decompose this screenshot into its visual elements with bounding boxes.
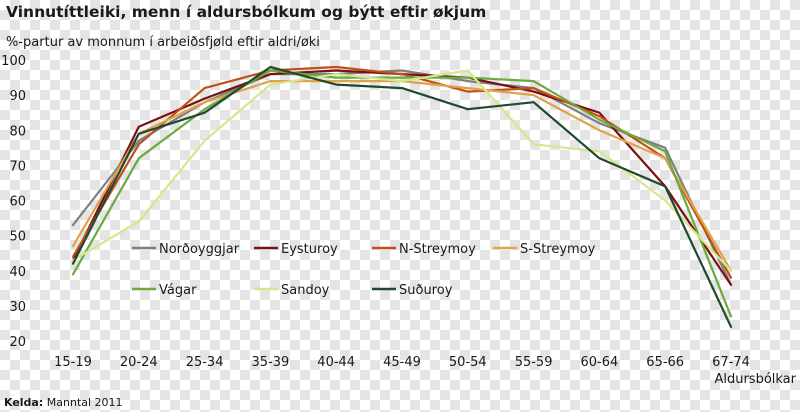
legend-label-vagar: Vágar — [159, 283, 197, 298]
y-tick-label: 70 — [9, 159, 26, 174]
y-tick-label: 20 — [9, 335, 26, 350]
legend-label-sandoy: Sandoy — [281, 283, 330, 298]
legend-label-n-streymoy: N-Streymoy — [399, 242, 476, 257]
source-label: Kelda: — [4, 396, 44, 409]
y-axis-label: %-partur av monnum í arbeiðsfjøld eftir … — [6, 35, 320, 50]
series-line-vagar — [71, 69, 733, 318]
x-axis-ticks: 15-19 20-24 25-34 35-39 40-44 45-49 50-54 55-59… — [54, 355, 750, 370]
x-axis-label: Aldursbólkar — [714, 372, 796, 387]
x-tick-label: 20-24 — [120, 355, 158, 370]
x-tick-label: 15-19 — [54, 355, 92, 370]
y-tick-label: 60 — [9, 195, 26, 210]
y-tick-label: 30 — [9, 300, 26, 315]
x-tick-label: 67-74 — [712, 355, 750, 370]
source-note: Kelda: Manntal 2011 — [4, 396, 123, 409]
source-text: Manntal 2011 — [46, 396, 123, 409]
x-tick-label: 25-34 — [186, 355, 224, 370]
y-tick-label: 80 — [9, 124, 26, 139]
y-axis-ticks: 20 30 40 50 60 70 80 90 100 — [1, 54, 26, 350]
series-line-suduroy — [71, 65, 733, 328]
x-tick-label: 60-64 — [581, 355, 619, 370]
x-tick-label: 55-59 — [515, 355, 553, 370]
x-tick-label: 65-66 — [646, 355, 684, 370]
chart-title: Vinnutíttleiki, menn í aldursbólkum og b… — [6, 3, 487, 21]
legend-label-nordoyggjar: Norðoyggjar — [159, 242, 240, 257]
x-tick-label: 40-44 — [317, 355, 355, 370]
y-tick-label: 100 — [1, 54, 26, 69]
x-tick-label: 45-49 — [383, 355, 421, 370]
y-tick-label: 90 — [9, 89, 26, 104]
y-tick-label: 40 — [9, 265, 26, 280]
legend: Norðoyggjar Eysturoy N-Streymoy S-Streymoy V… — [132, 242, 596, 298]
x-tick-label: 35-39 — [252, 355, 290, 370]
x-tick-label: 50-54 — [449, 355, 487, 370]
series-lines — [71, 65, 733, 328]
legend-label-s-streymoy: S-Streymoy — [520, 242, 596, 257]
legend-label-suduroy: Suðuroy — [399, 283, 453, 298]
series-line-sandoy — [71, 69, 733, 272]
legend-label-eysturoy: Eysturoy — [281, 242, 338, 257]
y-tick-label: 50 — [9, 230, 26, 245]
